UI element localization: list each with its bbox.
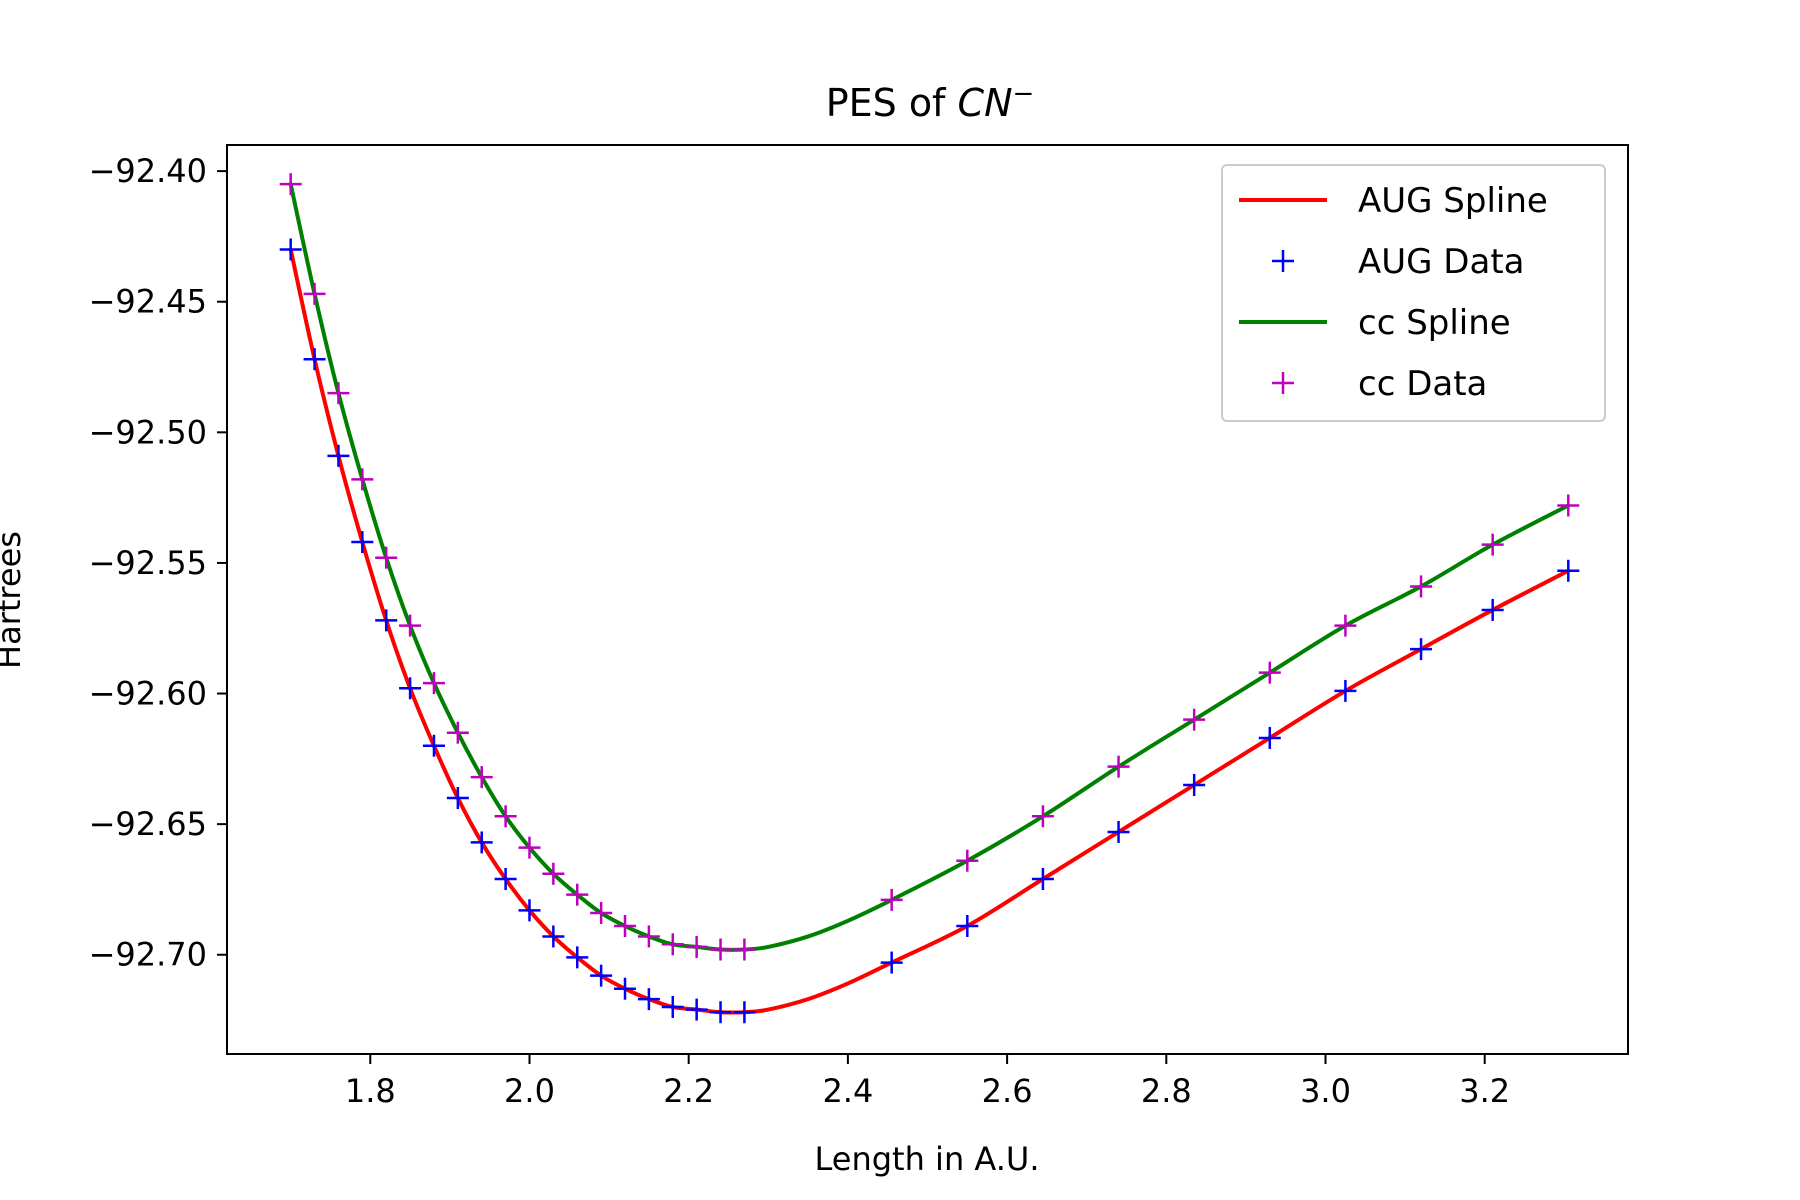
cc-data-point [566, 883, 589, 906]
cc-data-points [279, 173, 1580, 961]
legend-box [1221, 164, 1606, 422]
cc-data-point [399, 614, 422, 637]
aug-spline-line [288, 247, 1571, 1015]
cc-data-point [422, 672, 445, 695]
aug-data-point [1183, 773, 1206, 796]
cc-data-point [685, 935, 708, 958]
aug-data-point [470, 831, 493, 854]
aug-data-point [375, 609, 398, 632]
x-axis-label: Length in A.U. [815, 1140, 1040, 1178]
legend: AUG Spline AUG Data cc Spline cc Data [1221, 164, 1606, 422]
chart-title-text: PES of [826, 81, 958, 125]
cc-data-point [446, 721, 469, 744]
aug-data-point [1481, 598, 1504, 621]
cc-data-point [614, 915, 637, 938]
cc-data-point [470, 766, 493, 789]
y-tick-label: −92.60 [89, 675, 207, 713]
cc-data-point [956, 849, 979, 872]
aug-data-point [709, 1001, 732, 1024]
cc-data-point [1258, 661, 1281, 684]
aug-data-point [399, 677, 422, 700]
chart-title-superscript: − [1013, 79, 1035, 109]
aug-data-point [1410, 638, 1433, 661]
cc-data-point [542, 862, 565, 885]
cc-data-point [590, 901, 613, 924]
aug-data-point [542, 925, 565, 948]
aug-data-point [494, 867, 517, 890]
aug-data-point [1557, 559, 1580, 582]
chart-title: PES of CN− [826, 79, 1035, 125]
legend-label-cc-spline: cc Spline [1358, 303, 1511, 343]
cc-data-point [1557, 494, 1580, 517]
aug-data-point [614, 977, 637, 1000]
x-tick-label: 2.4 [822, 1072, 873, 1110]
cc-data-point [1183, 708, 1206, 731]
cc-data-point [303, 282, 326, 305]
aug-data-point [422, 734, 445, 757]
x-tick-label: 2.6 [982, 1072, 1033, 1110]
aug-data-point [327, 444, 350, 467]
cc-data-point [661, 933, 684, 956]
aug-data-point [303, 348, 326, 371]
y-tick-label: −92.40 [89, 152, 207, 190]
y-tick-label: −92.45 [89, 283, 207, 321]
y-tick-label: −92.65 [89, 805, 207, 843]
chart-title-math: CN [958, 81, 1013, 125]
x-tick-label: 1.8 [345, 1072, 396, 1110]
y-tick-label: −92.55 [89, 544, 207, 582]
aug-data-point [880, 951, 903, 974]
aug-data-point [566, 946, 589, 969]
x-tick-label: 2.2 [663, 1072, 714, 1110]
y-tick-label: −92.50 [89, 413, 207, 451]
aug-data-point [518, 899, 541, 922]
cc-data-point [880, 888, 903, 911]
cc-data-point [1481, 533, 1504, 556]
x-tick-label: 2.0 [504, 1072, 555, 1110]
plot-area [279, 173, 1580, 1024]
aug-data-point [446, 787, 469, 810]
aug-data-point [733, 1001, 756, 1024]
aug-data-point [1107, 820, 1130, 843]
cc-data-point [1334, 614, 1357, 637]
cc-data-point [375, 546, 398, 569]
cc-data-point [1410, 575, 1433, 598]
aug-data-point [956, 915, 979, 938]
aug-data-points [279, 238, 1580, 1024]
cc-data-point [279, 173, 302, 196]
legend-label-aug-spline: AUG Spline [1358, 181, 1548, 221]
legend-label-cc-data: cc Data [1358, 364, 1487, 404]
aug-data-point [661, 995, 684, 1018]
aug-data-point [1258, 726, 1281, 749]
legend-swatch-cc-data [1272, 372, 1294, 394]
cc-data-point [733, 938, 756, 961]
x-axis: 1.8 2.0 2.2 2.4 2.6 2.8 3.0 3.2 [345, 1054, 1510, 1110]
cc-data-point [1107, 755, 1130, 778]
y-axis-label: Hartrees [0, 531, 28, 669]
cc-data-point [327, 382, 350, 405]
aug-data-point [1334, 679, 1357, 702]
cc-data-point [1031, 805, 1054, 828]
aug-data-point [351, 531, 374, 554]
cc-data-point [637, 925, 660, 948]
aug-data-point [590, 964, 613, 987]
x-tick-label: 2.8 [1141, 1072, 1192, 1110]
aug-data-point [279, 238, 302, 261]
y-tick-label: −92.70 [89, 936, 207, 974]
cc-data-point [494, 805, 517, 828]
cc-data-point [709, 938, 732, 961]
y-axis: −92.40 −92.45 −92.50 −92.55 −92.60 −92.65 −92.… [89, 152, 227, 974]
x-tick-label: 3.2 [1459, 1072, 1510, 1110]
cc-data-point [351, 468, 374, 491]
legend-label-aug-data: AUG Data [1358, 242, 1524, 282]
aug-data-point [637, 988, 660, 1011]
aug-data-point [685, 998, 708, 1021]
cc-data-point [518, 836, 541, 859]
legend-swatch-aug-data [1272, 250, 1294, 272]
plot-frame [226, 144, 1629, 1055]
aug-data-point [1031, 867, 1054, 890]
x-tick-label: 3.0 [1300, 1072, 1351, 1110]
